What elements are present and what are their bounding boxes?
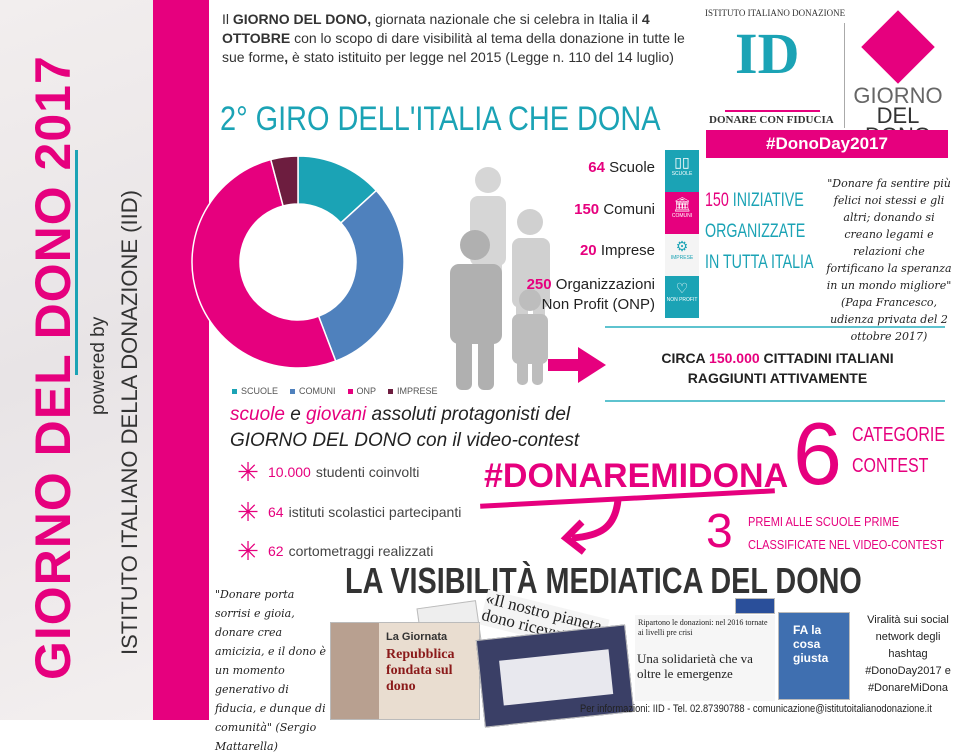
press-clipping-repubblica: La Giornata Repubblica fondata sul dono (330, 622, 480, 720)
contest-hashtag: #DONAREMIDONA (484, 457, 789, 495)
asterisk-icon: ✳ (237, 536, 259, 566)
premi-count: 3 (706, 505, 733, 558)
premi-label: PREMI ALLE SCUOLE PRIME CLASSIFICATE NEL … (748, 514, 944, 552)
categorie-label: CATEGORIE CONTEST (852, 424, 946, 477)
arrow-right-icon (548, 347, 606, 383)
headline: 2° GIRO DELL'ITALIA CHE DONA (220, 100, 661, 138)
legend-swatch (232, 389, 237, 395)
logo-separator (844, 23, 845, 128)
legend-item-scuole: SCUOLE (232, 386, 278, 396)
pink-side-bar (153, 0, 209, 720)
heart-icon: ♡ (675, 280, 689, 296)
stat-istituti: ✳ 64 istituti scolastici partecipanti (228, 497, 461, 527)
tile-non-profit: ♡ NON PROFIT (665, 276, 699, 318)
legend-item-comuni: COMUNI (290, 386, 336, 396)
chart-legend: SCUOLE COMUNI ONP IMPRESE (232, 386, 438, 396)
category-onp: 250 Organizzazioni Non Profit (ONP) (526, 276, 655, 313)
logo-arc-text: ISTITUTO ITALIANO DONAZIONE (705, 8, 846, 18)
visibility-title: LA VISIBILITÀ MEDIATICA DEL DONO (345, 560, 862, 601)
powered-by: powered by (88, 316, 109, 415)
cittadini-stat: CIRCA 150.000 CITTADINI ITALIANI RAGGIUNT… (661, 350, 894, 386)
press-clipping-solidarieta: Ripartono le donazioni: nel 2016 tornate… (635, 615, 775, 701)
asterisk-icon: ✳ (237, 457, 259, 487)
building-icon: 🏛 (673, 196, 691, 212)
category-imprese: 20 Imprese (579, 242, 655, 259)
tv-screenshot (735, 598, 775, 614)
legend-swatch (290, 389, 296, 395)
legend-swatch (388, 389, 394, 395)
viral-text: Viralità sui social network degli hashta… (865, 614, 951, 694)
logo-tagline: DONARE CON FIDUCIA (709, 114, 834, 126)
protagonisti-text: scuole e giovani assoluti protagonisti d… (230, 404, 580, 451)
clip-headline-small: Ripartono le donazioni: nel 2016 tornate… (638, 618, 768, 637)
intro-text: Il GIORNO DEL DONO, giornata nazionale c… (222, 11, 685, 65)
divider (605, 400, 945, 402)
tile-imprese: ⚙ IMPRESE (665, 234, 699, 276)
donut-chart (191, 155, 405, 369)
donut-slice-onp (191, 158, 337, 369)
hashtag-banner: #DonoDay2017 (706, 130, 948, 158)
category-scuole: 64 Scuole (588, 159, 655, 176)
legend-item-onp: ONP (347, 386, 376, 396)
footer-contact: Per informazioni: IID - Tel. 02.87390788… (580, 703, 932, 715)
category-comuni: 150 Comuni (574, 201, 655, 218)
legend-swatch (347, 389, 353, 395)
stat-cortometraggi: ✳ 62 cortometraggi realizzati (228, 536, 433, 566)
categorie-count: 6 (793, 404, 842, 503)
asterisk-icon: ✳ (237, 497, 259, 527)
divider (605, 326, 945, 328)
quote-mattarella: "Donare porta sorrisi e gioia, donare cr… (215, 588, 326, 753)
gears-icon: ⚙ (675, 238, 689, 254)
iniziative-stat: 150 INIZIATIVE ORGANIZZATE IN TUTTA ITALIA (705, 190, 814, 273)
stat-studenti: ✳ 10.000 studenti coinvolti (228, 457, 419, 487)
tile-scuole: ▯▯ SCUOLE (665, 150, 699, 192)
tv-screenshot-fa-la-cosa-giusta: FA la cosa giusta (778, 612, 850, 700)
book-icon: ▯▯ (674, 154, 690, 170)
logo-block: ISTITUTO ITALIANO DONAZIONE ID DONARE CO… (705, 8, 948, 158)
side-title: GIORNO DEL DONO 2017 (25, 55, 81, 680)
curved-arrow-icon (560, 499, 622, 555)
photo (331, 623, 379, 719)
studio-backdrop (499, 649, 614, 706)
side-divider (75, 150, 78, 375)
tile-comuni: 🏛 COMUNI (665, 192, 699, 234)
quote-papa-francesco: "Donare fa sentire più felici noi stessi… (826, 177, 952, 343)
donut-slice-comuni (317, 189, 405, 363)
legend-item-imprese: IMPRESE (388, 386, 438, 396)
clip-kicker: La Giornata (386, 631, 448, 643)
people-icon (450, 167, 550, 390)
clip-headline: Una solidarietà che va oltre le emergenz… (637, 651, 753, 681)
iid-logo: ID (735, 21, 800, 86)
giorno-del-dono-diamond-icon (861, 10, 935, 84)
donut-slice-imprese (269, 155, 299, 207)
institute-name: ISTITUTO ITALIANO DELLA DONAZIONE (IID) (117, 190, 142, 655)
logo-divider (725, 110, 820, 112)
clip-headline: Repubblica fondata sul dono (386, 647, 455, 694)
